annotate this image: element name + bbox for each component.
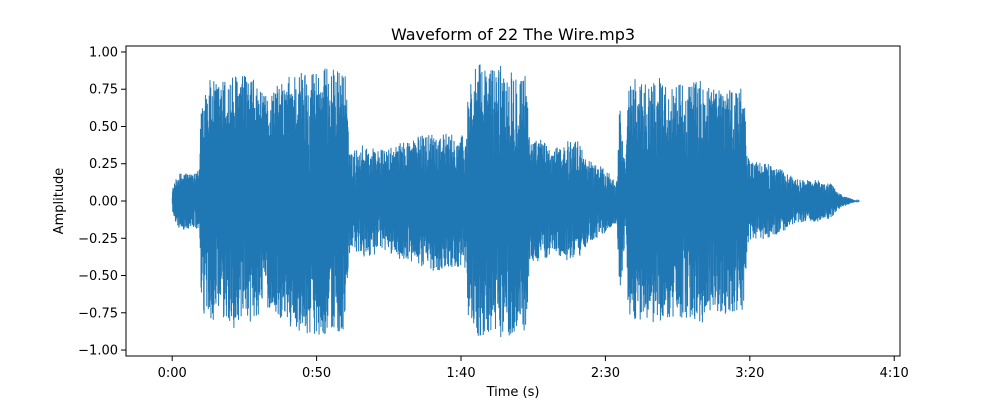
y-tick-label: 1.00	[89, 45, 118, 60]
y-tick-label: −1.00	[78, 344, 118, 359]
x-tick-label: 2:30	[591, 366, 620, 381]
y-tick-label: −0.75	[78, 306, 118, 321]
y-tick-label: 0.50	[89, 120, 118, 135]
chart-title: Waveform of 22 The Wire.mp3	[391, 25, 635, 44]
x-axis-label: Time (s)	[486, 385, 540, 400]
y-axis: 1.00 0.75 0.50 0.25 0.00 −0.25 −0.50 −0.75 −1.00	[78, 45, 126, 359]
x-tick-label: 1:40	[446, 366, 475, 381]
y-tick-label: 0.25	[89, 157, 118, 172]
x-tick-label: 3:20	[735, 366, 764, 381]
x-axis: 0:00 0:50 1:40 2:30 3:20 4:10	[158, 356, 909, 381]
y-tick-label: 0.75	[89, 83, 118, 98]
y-tick-label: 0.00	[89, 195, 118, 210]
x-tick-label: 4:10	[880, 366, 909, 381]
y-axis-label: Amplitude	[52, 168, 67, 235]
x-tick-label: 0:00	[158, 366, 187, 381]
plot-area	[171, 64, 860, 338]
x-tick-label: 0:50	[302, 366, 331, 381]
y-tick-label: −0.50	[78, 269, 118, 284]
waveform-series-line	[171, 64, 860, 338]
y-tick-label: −0.25	[78, 232, 118, 247]
